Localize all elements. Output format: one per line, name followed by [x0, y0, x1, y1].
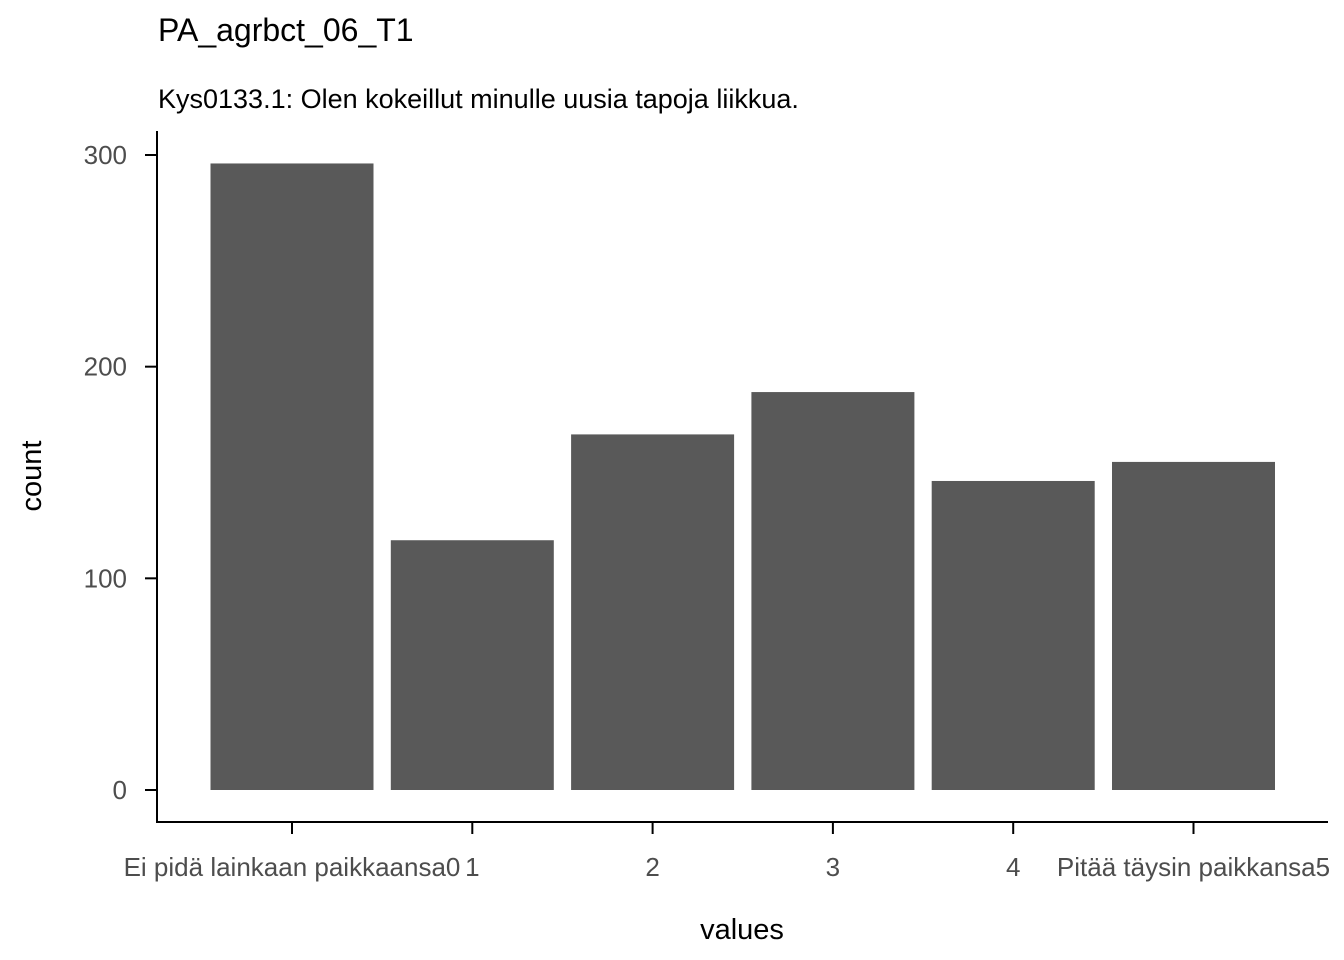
x-axis: Ei pidä lainkaan paikkaansa0 1 2 3 4 Pitää tä… [124, 821, 1330, 882]
bar [210, 163, 374, 790]
chart-title: PA_agrbct_06_T1 [158, 12, 414, 48]
x-axis-title: values [700, 914, 784, 946]
x-tick-label: 2 [645, 852, 659, 882]
y-axis-title: count [16, 441, 48, 512]
chart-subtitle: Kys0133.1: Olen kokeillut minulle uusia … [158, 84, 799, 114]
x-tick-label: Pitää täysin paikkansa5 [1057, 852, 1330, 882]
x-tick-label: Ei pidä lainkaan paikkaansa0 [124, 852, 461, 882]
bar [390, 540, 554, 790]
x-tick-label: 3 [826, 852, 840, 882]
bar [751, 392, 915, 790]
bars-group [210, 163, 1275, 790]
bar [1112, 461, 1275, 790]
y-tick-label: 100 [84, 563, 127, 593]
bar [931, 480, 1095, 790]
y-tick-label: 300 [84, 140, 127, 170]
x-tick-label: 1 [465, 852, 479, 882]
x-tick-label: 4 [1006, 852, 1020, 882]
y-axis: 0 100 200 300 [84, 131, 158, 822]
y-tick-label: 200 [84, 352, 127, 382]
bar [571, 434, 735, 790]
y-tick-label: 0 [113, 775, 127, 805]
